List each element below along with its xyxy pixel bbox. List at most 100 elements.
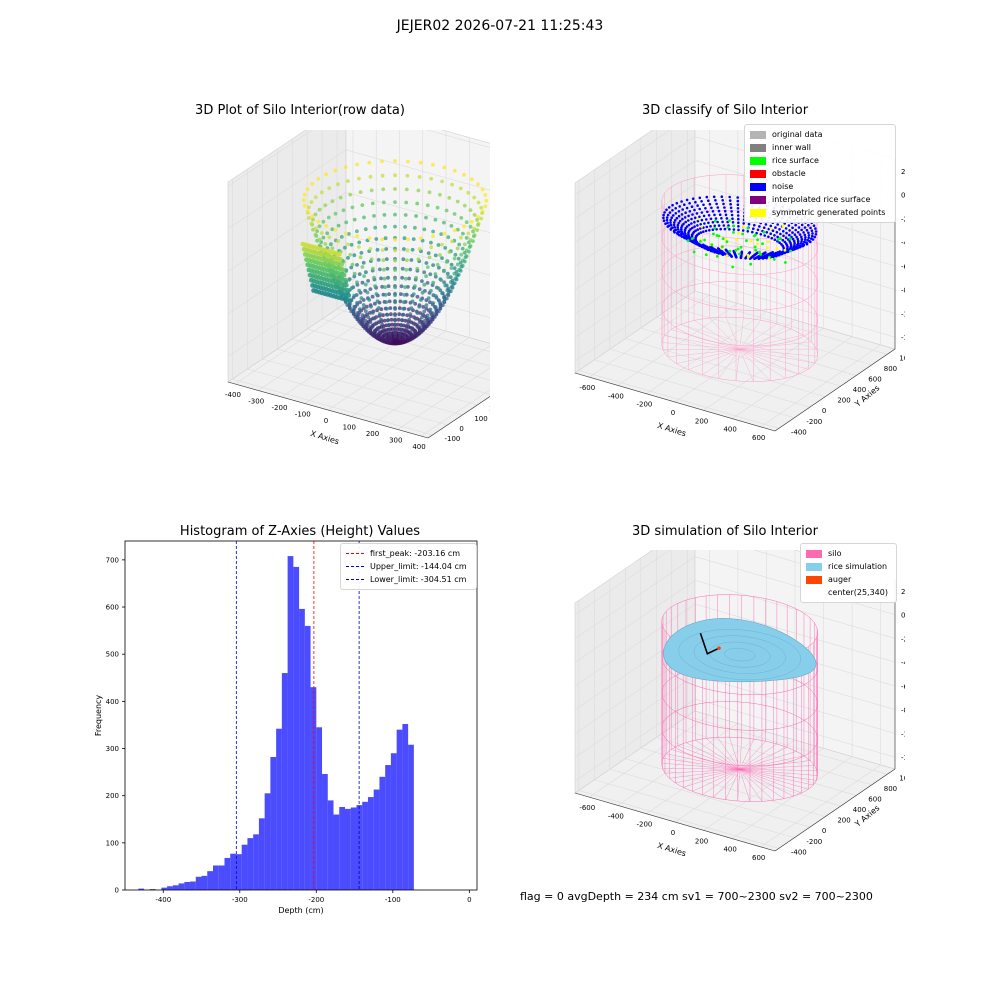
- data-point: [438, 304, 443, 308]
- data-point: [380, 173, 385, 178]
- data-point: [438, 306, 443, 311]
- noise-point: [713, 224, 716, 228]
- silo-wireframe-spoke: [693, 320, 740, 350]
- surface-point: [756, 242, 759, 246]
- noise-point: [786, 250, 790, 253]
- data-point: [398, 299, 403, 304]
- y-tick-label: -200: [806, 838, 822, 846]
- surface-point: [724, 238, 728, 241]
- auger-tip: [717, 646, 721, 650]
- data-point: [350, 205, 355, 210]
- histogram-bar: [224, 857, 231, 890]
- histogram-bar: [184, 881, 191, 890]
- data-point: [372, 275, 376, 280]
- z-gridline: [227, 277, 490, 357]
- data-point: [422, 309, 427, 314]
- histogram-bar: [172, 885, 179, 890]
- data-point: [433, 305, 438, 310]
- data-point: [336, 239, 340, 244]
- noise-point: [780, 252, 784, 256]
- data-point: [393, 187, 397, 191]
- y-gridline: [625, 148, 826, 397]
- z-tick-label: 0: [901, 192, 905, 200]
- surface-point: [788, 237, 792, 241]
- silo-wireframe-spoke: [737, 769, 740, 802]
- data-point: [317, 224, 322, 229]
- silo-wireframe-spoke: [735, 349, 740, 381]
- data-point: [325, 231, 330, 236]
- surface-point: [704, 253, 708, 257]
- data-point: [381, 187, 386, 192]
- data-point: [437, 298, 441, 303]
- data-point: [316, 177, 321, 181]
- noise-point: [687, 214, 690, 218]
- y-axis-line: [774, 348, 896, 432]
- x-gridline: [327, 131, 447, 411]
- noise-point: [691, 226, 694, 230]
- z-tick-label: -800: [901, 707, 905, 715]
- noise-point: [677, 221, 680, 225]
- data-point: [396, 322, 400, 327]
- surface-point: [783, 248, 787, 252]
- histogram-bar: [258, 818, 265, 890]
- data-point: [463, 255, 468, 260]
- silo-wireframe-spoke: [739, 349, 786, 379]
- noise-point: [804, 236, 807, 239]
- data-point: [468, 224, 473, 229]
- noise-point: [665, 216, 669, 219]
- data-point: [361, 260, 366, 265]
- panel4-legend: silo rice simulation auger center(25,340…: [800, 543, 897, 603]
- data-point: [402, 339, 407, 344]
- legend-swatch: [750, 143, 766, 152]
- data-point: [445, 271, 450, 276]
- legend-swatch: [750, 195, 766, 204]
- noise-point: [702, 230, 705, 233]
- surface-point: [769, 227, 773, 230]
- noise-point: [722, 202, 725, 206]
- noise-point: [772, 255, 775, 259]
- z-gridline: [574, 207, 896, 291]
- y-tick-label: 300: [106, 745, 119, 753]
- noise-point: [699, 231, 703, 234]
- data-point: [361, 303, 366, 307]
- data-point: [455, 262, 460, 267]
- noise-point: [810, 229, 814, 232]
- x-tick-label: -100: [385, 896, 401, 904]
- x-tick-label: -200: [308, 896, 324, 904]
- data-point: [462, 250, 467, 255]
- x-tick-label: 0: [324, 417, 328, 425]
- noise-point: [765, 256, 768, 260]
- z-gridline: [227, 192, 490, 272]
- y-tick-label: 0: [115, 887, 119, 895]
- histogram-bar: [345, 808, 351, 890]
- data-point: [462, 242, 467, 247]
- data-point: [433, 294, 438, 298]
- data-point: [431, 229, 435, 234]
- silo-wireframe-spoke: [739, 349, 771, 381]
- noise-point: [712, 195, 716, 199]
- noise-point: [662, 216, 665, 220]
- histogram-bar: [276, 728, 282, 890]
- panel1-title: 3D Plot of Silo Interior(row data): [195, 103, 405, 118]
- data-point: [357, 272, 362, 276]
- data-point: [400, 275, 404, 280]
- histogram-bar: [161, 887, 168, 890]
- noise-point: [716, 206, 720, 209]
- noise-point: [720, 195, 724, 198]
- silo-wireframe-spoke: [702, 349, 740, 375]
- silo-wireframe-spoke: [702, 769, 740, 795]
- legend-item-noise: noise: [750, 180, 890, 193]
- data-point: [458, 186, 463, 191]
- data-point: [317, 207, 322, 212]
- legend-label: inner wall: [772, 143, 812, 152]
- surface-point: [745, 239, 748, 243]
- noise-point: [796, 231, 800, 234]
- z-tick-label: -600: [901, 683, 905, 691]
- noise-point: [773, 234, 776, 237]
- data-point: [413, 316, 418, 321]
- noise-point: [688, 202, 691, 205]
- legend-label: silo: [828, 549, 842, 558]
- data-point: [359, 296, 364, 300]
- data-point: [388, 306, 393, 310]
- data-point: [321, 219, 326, 224]
